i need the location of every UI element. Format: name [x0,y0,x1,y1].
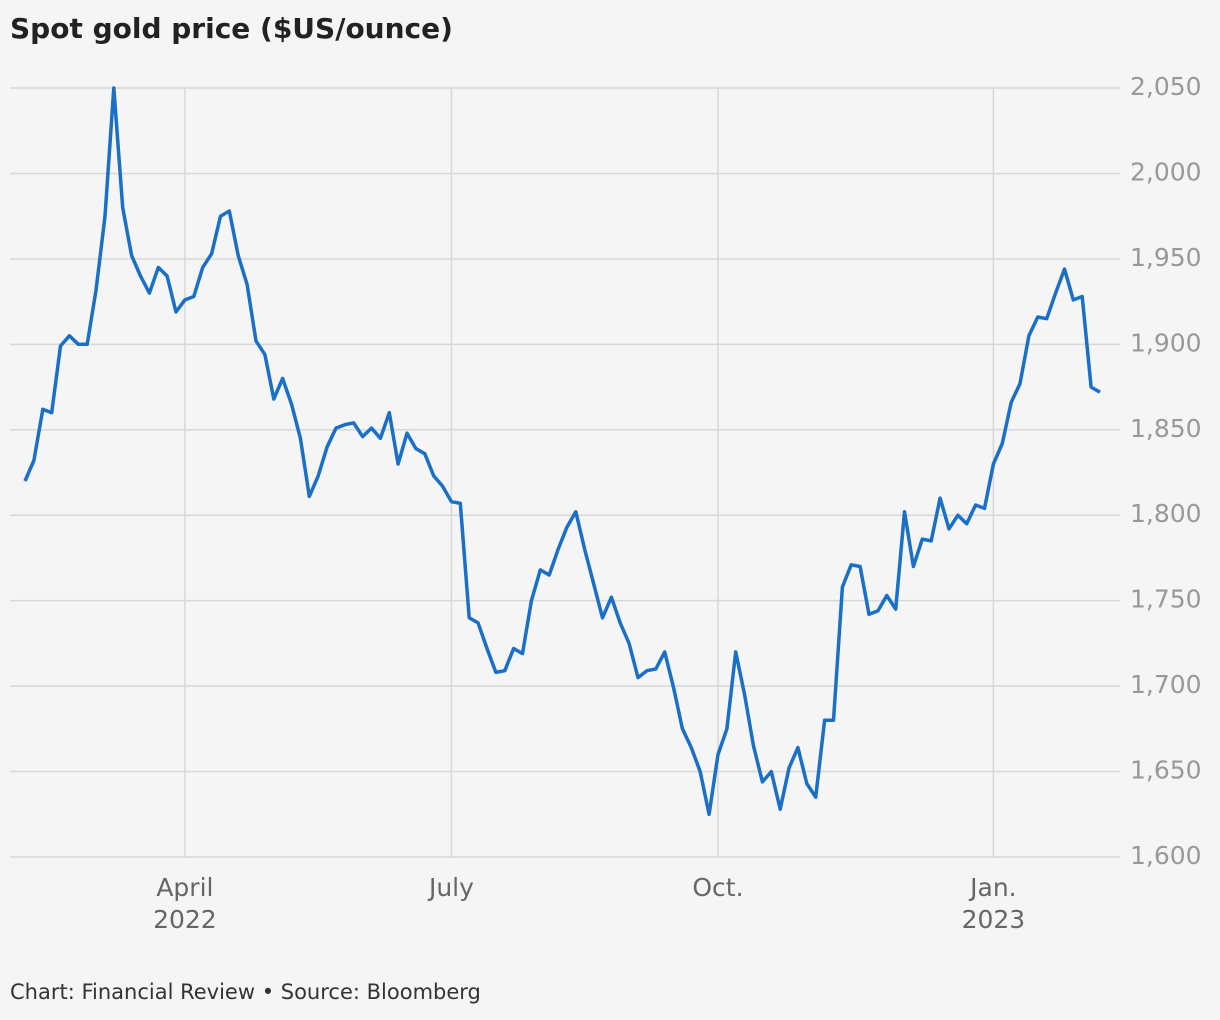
y-tick-label: 1,800 [1130,499,1202,528]
y-tick-label: 2,050 [1130,72,1202,101]
y-tick-label: 1,950 [1130,243,1202,272]
price-line [23,86,1101,817]
y-tick-label: 1,900 [1130,328,1202,357]
chart-title: Spot gold price ($US/ounce) [10,12,453,45]
x-tick-label: July [428,873,474,902]
y-tick-label: 1,700 [1130,670,1202,699]
x-tick-label: Oct. [692,873,744,902]
footer: Chart: Financial Review • Source: Bloomb… [10,980,481,1004]
x-tick-label: Jan. 2023 [961,873,1026,934]
y-tick-label: 1,600 [1130,841,1202,870]
y-tick-label: 1,750 [1130,585,1202,614]
x-tick-label: April 2022 [153,873,217,934]
y-tick-label: 1,850 [1130,414,1202,443]
y-tick-label: 1,650 [1130,756,1202,785]
y-tick-label: 2,000 [1130,157,1202,186]
